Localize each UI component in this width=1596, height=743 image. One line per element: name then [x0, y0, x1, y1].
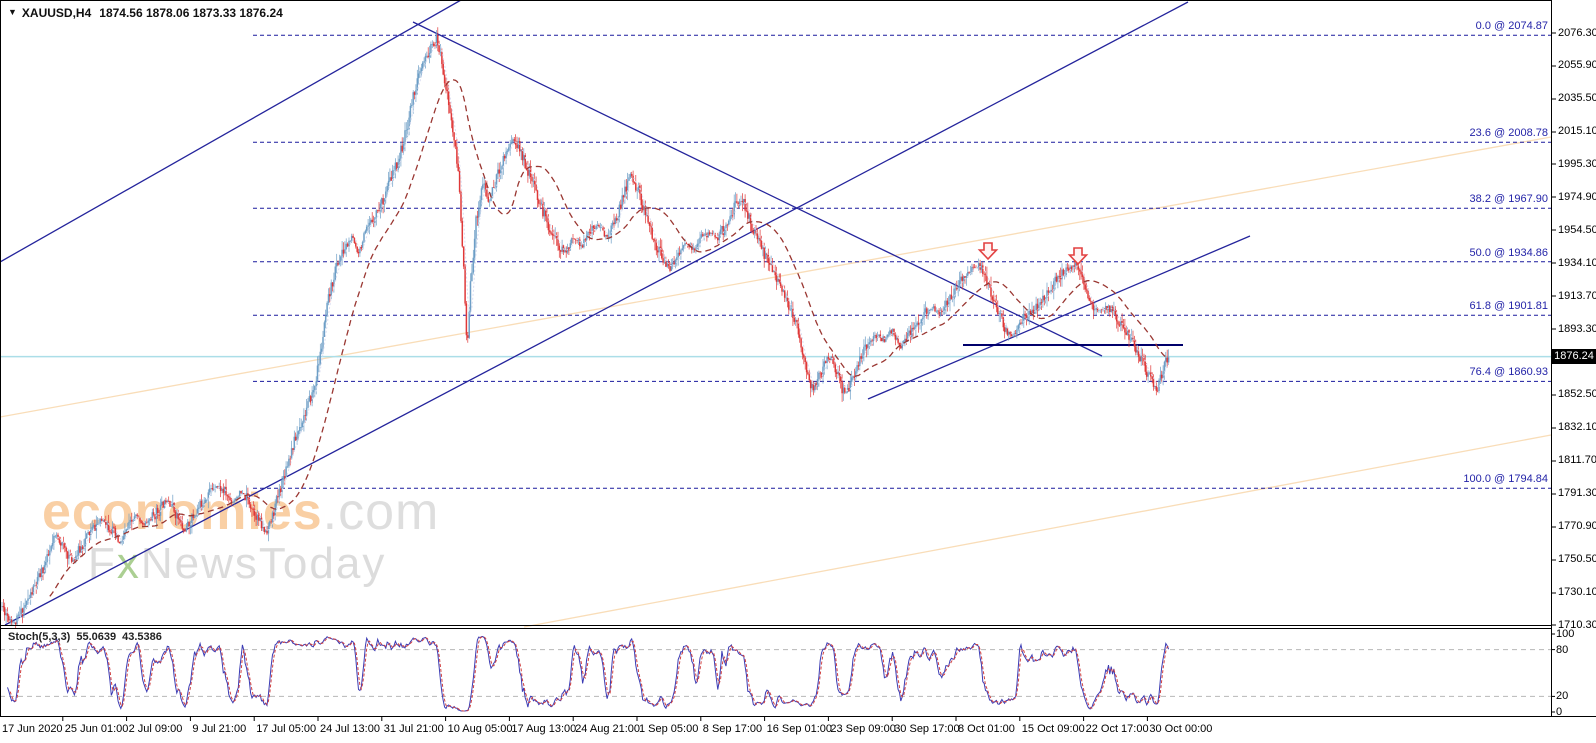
ohlc-values: 1874.56 1878.06 1873.33 1876.24: [99, 6, 283, 20]
stoch-d-value: 43.5386: [122, 631, 162, 643]
price-axis[interactable]: [1551, 0, 1596, 716]
stoch-k-value: 55.0639: [76, 631, 117, 643]
symbol-ohlc-line: ▼ XAUUSD,H4 1874.56 1878.06 1873.33 1876.2…: [8, 6, 283, 20]
current-price-tag: 1876.24: [1552, 349, 1596, 365]
stoch-name: Stoch(5,3,3): [8, 631, 71, 643]
watermark: economies.com FxNewsToday: [42, 486, 439, 586]
symbol-dropdown-icon[interactable]: ▼: [8, 7, 17, 17]
watermark-fxnewstoday-line: FxNewsToday: [88, 539, 387, 588]
time-axis[interactable]: [0, 716, 1596, 743]
stochastic-indicator-label: Stoch(5,3,3) 55.0639 43.5386: [8, 631, 162, 643]
symbol-period-label: XAUUSD,H4: [21, 6, 92, 20]
